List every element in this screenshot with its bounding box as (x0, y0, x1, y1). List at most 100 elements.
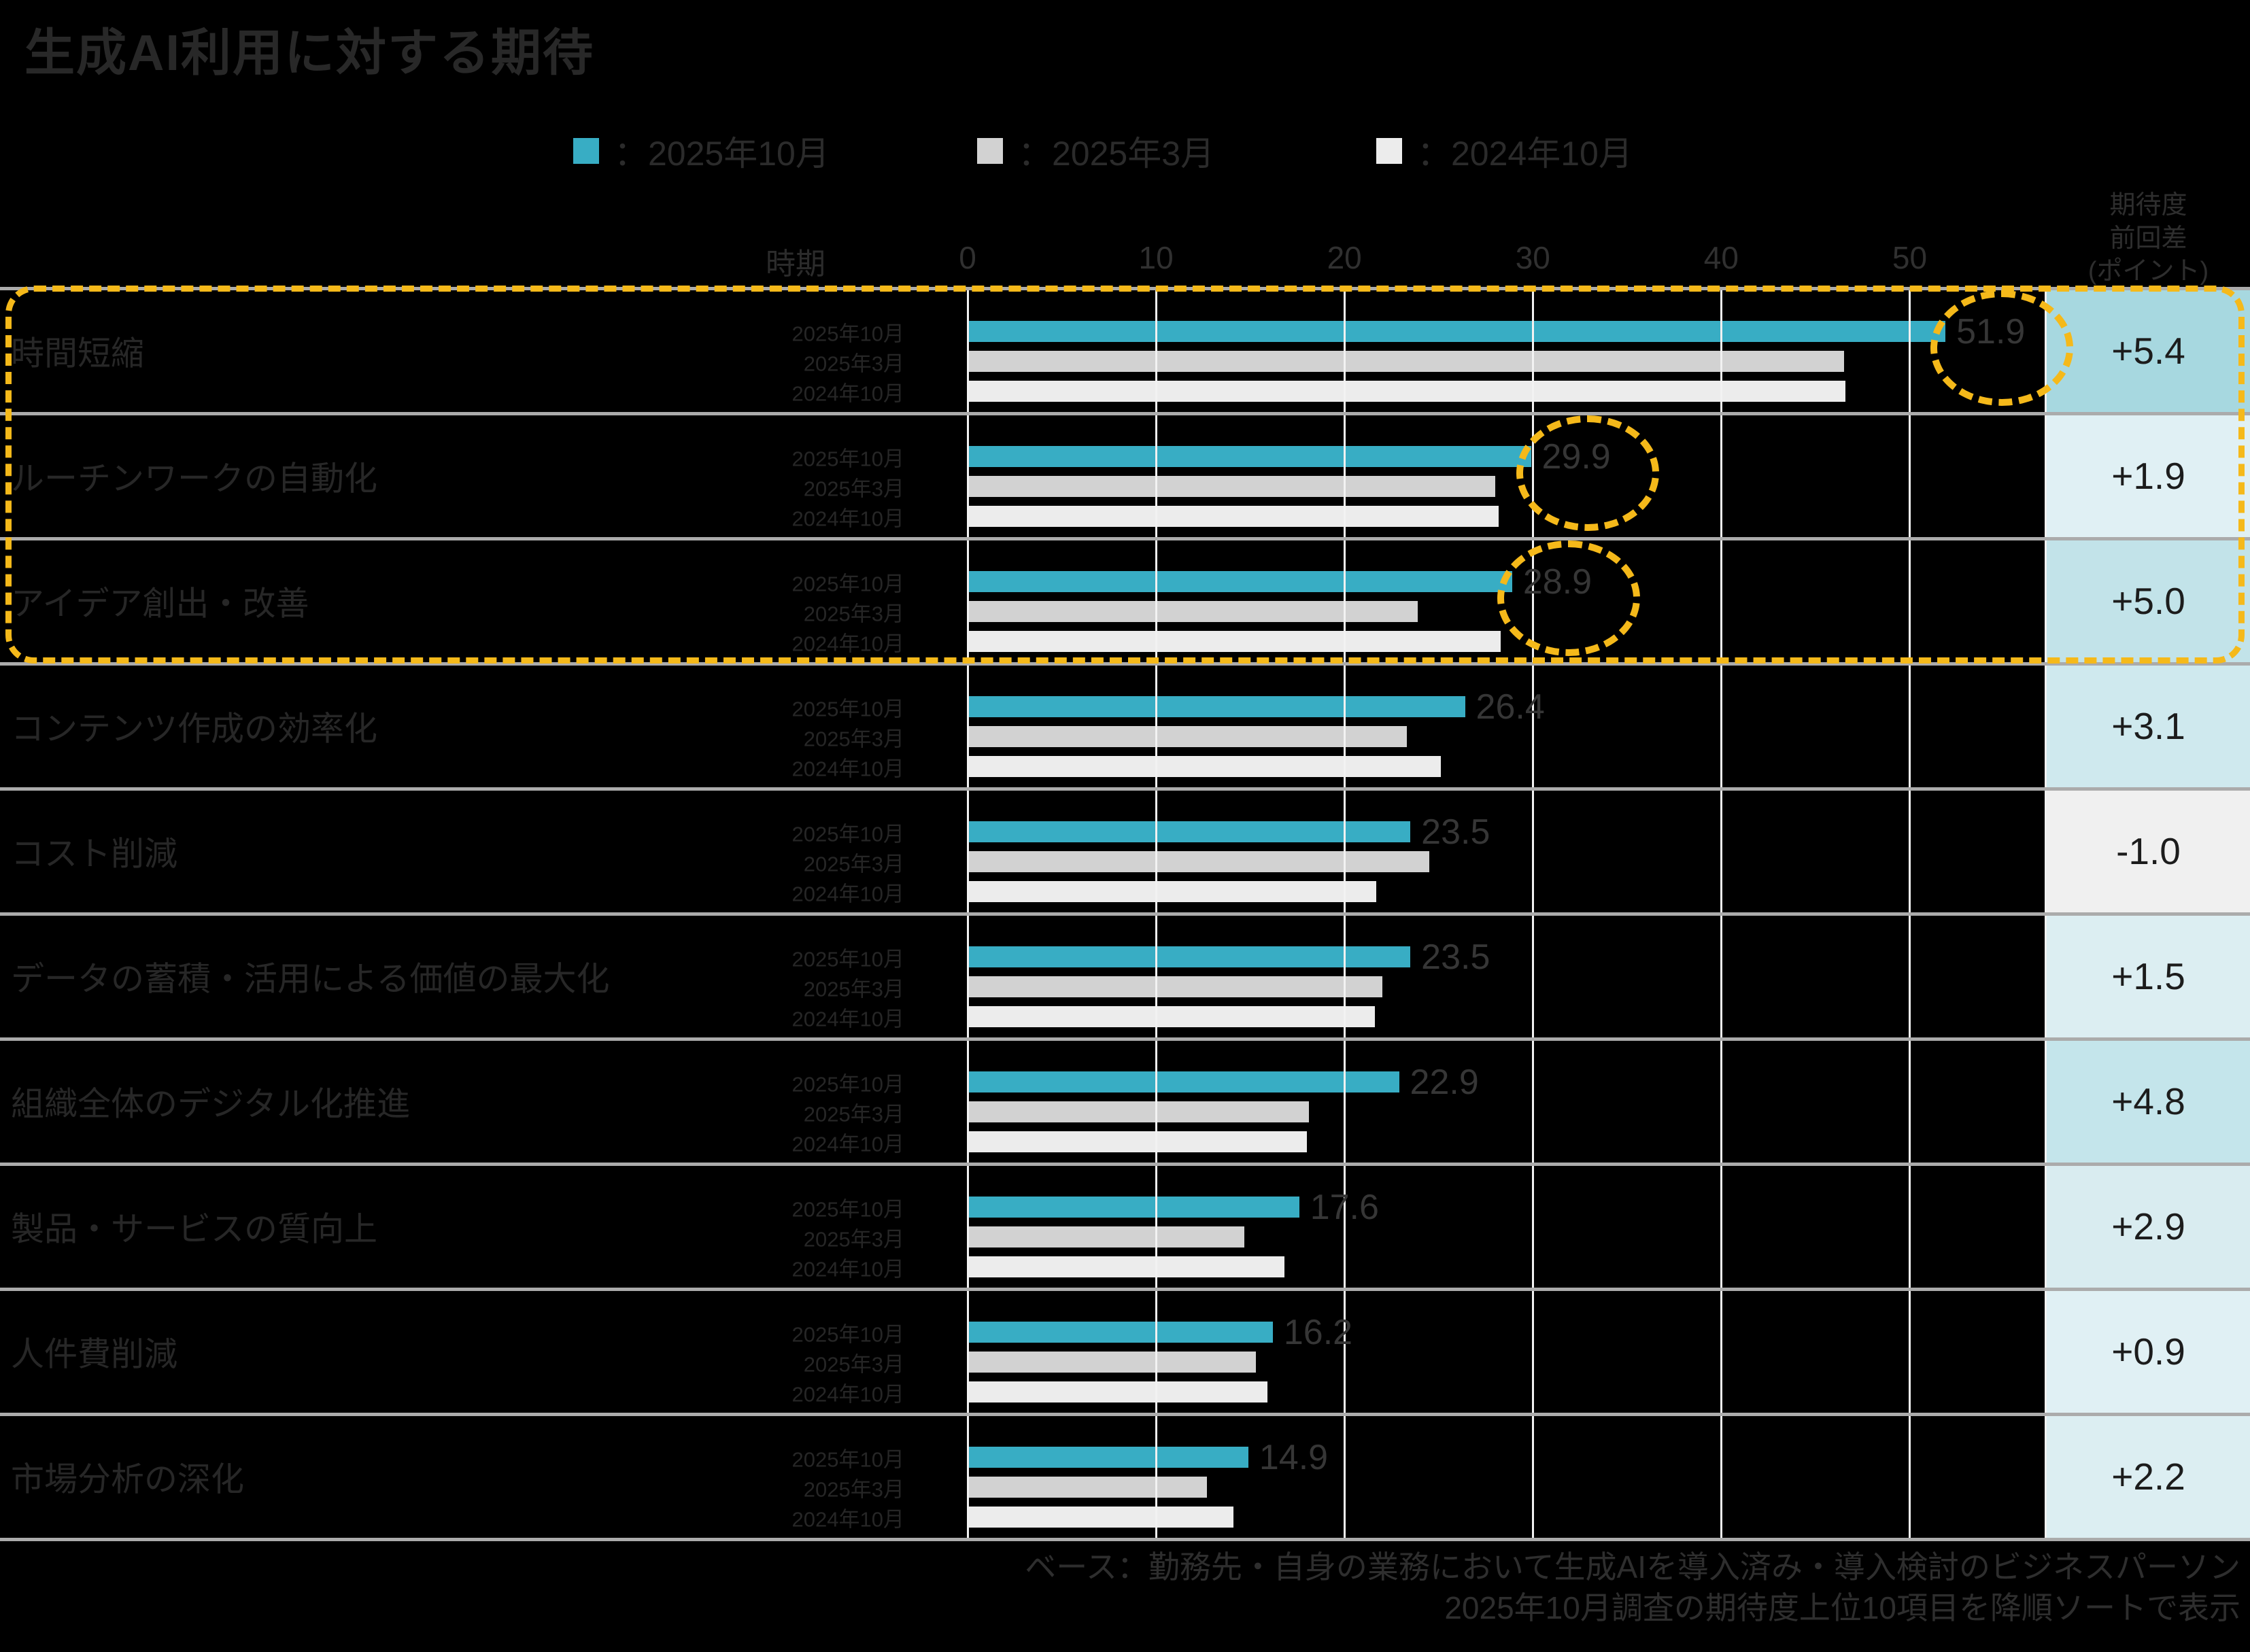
category-label: 時間短縮 (11, 335, 145, 373)
x-tick-30: 30 (1515, 240, 1550, 275)
footer-note-line2: 2025年10月調査の期待度上位10項目を降順ソートで表示 (1444, 1589, 2240, 1625)
diff-cell: +5.4 (2047, 288, 2250, 413)
category-label: 組織全体のデジタル化推進 (11, 1086, 411, 1123)
bar-2025年10月 (968, 946, 1411, 967)
value-label: 14.9 (1259, 1437, 1329, 1477)
row-separator (0, 787, 2250, 791)
period-label: 2024年10月 (791, 381, 904, 405)
value-label: 22.9 (1410, 1062, 1479, 1102)
bar-2025年3月 (968, 726, 1407, 747)
period-label: 2025年10月 (791, 822, 904, 846)
bar-2024年10月 (968, 381, 1846, 402)
x-tick-20: 20 (1327, 240, 1362, 275)
bar-2024年10月 (968, 756, 1441, 777)
row-separator (0, 1037, 2250, 1041)
bar-2025年10月 (968, 1197, 1299, 1218)
value-label: 16.2 (1283, 1312, 1353, 1352)
row-separator (0, 1413, 2250, 1416)
period-label: 2024年10月 (791, 757, 904, 780)
chart-title: 生成AI利用に対する期待 (24, 24, 594, 81)
category-label: データの蓄積・活用による価値の最大化 (11, 961, 610, 998)
period-label: 2025年10月 (791, 1322, 904, 1346)
period-label: 2024年10月 (791, 1132, 904, 1156)
diff-value: +4.8 (2111, 1080, 2185, 1122)
period-label: 2025年3月 (803, 852, 904, 876)
period-label: 2025年10月 (791, 947, 904, 971)
diff-cell: +2.2 (2047, 1414, 2250, 1539)
legend-swatch-2024-10 (1376, 138, 1402, 164)
diff-header-line2: 前回差 (2109, 224, 2187, 253)
x-tick-50: 50 (1892, 240, 1928, 275)
footer-note-line1: ベース：勤務先・自身の業務において生成AIを導入済み・導入検討のビジネスパーソン (1025, 1549, 2240, 1585)
bar-2024年10月 (968, 1006, 1375, 1027)
row-separator (0, 912, 2250, 916)
bar-2025年3月 (968, 1101, 1309, 1122)
diff-cell: +4.8 (2047, 1039, 2250, 1164)
diff-value: +2.2 (2111, 1456, 2185, 1498)
legend-label-2025-10: ：2025年10月 (614, 135, 830, 173)
period-column-header: 時期 (766, 247, 825, 281)
period-label: 2024年10月 (791, 882, 904, 906)
value-label: 23.5 (1421, 937, 1490, 977)
x-tick-10: 10 (1138, 240, 1174, 275)
diff-cell: +3.1 (2047, 664, 2250, 789)
period-label: 2025年10月 (791, 1072, 904, 1096)
period-label: 2025年3月 (803, 602, 904, 625)
period-label: 2024年10月 (791, 632, 904, 655)
bar-2025年10月 (968, 1071, 1399, 1092)
bar-2025年3月 (968, 851, 1429, 872)
bar-2024年10月 (968, 881, 1377, 902)
category-label: アイデア創出・改善 (11, 585, 309, 623)
period-label: 2025年3月 (803, 727, 904, 751)
row-separator (0, 1288, 2250, 1291)
row-separator (0, 662, 2250, 666)
bar-2025年10月 (968, 821, 1411, 842)
diff-value: +0.9 (2111, 1330, 2185, 1373)
row-separator (0, 287, 2250, 290)
bar-2025年10月 (968, 446, 1531, 467)
value-label: 29.9 (1541, 436, 1611, 477)
period-label: 2025年10月 (791, 697, 904, 721)
value-label: 26.4 (1476, 687, 1545, 727)
row-separator (0, 412, 2250, 415)
bar-2025年3月 (968, 601, 1418, 622)
row-separator (0, 1538, 2250, 1541)
bar-2025年10月 (968, 1447, 1248, 1468)
bar-2024年10月 (968, 1131, 1307, 1152)
legend-item-2025-03: ：2025年3月 (977, 135, 1214, 173)
category-label: 人件費削減 (11, 1336, 178, 1373)
bar-2025年10月 (968, 696, 1465, 717)
bar-2024年10月 (968, 631, 1501, 652)
bar-2025年10月 (968, 1322, 1273, 1343)
period-label: 2025年3月 (803, 1102, 904, 1126)
category-label: コンテンツ作成の効率化 (11, 710, 378, 748)
bar-2024年10月 (968, 1256, 1284, 1277)
diff-cell: -1.0 (2047, 789, 2250, 914)
diff-header-line1: 期待度 (2109, 191, 2187, 220)
diff-value: +1.9 (2111, 455, 2185, 497)
bar-2025年3月 (968, 351, 1844, 372)
period-label: 2024年10月 (791, 506, 904, 530)
bar-2025年3月 (968, 1226, 1245, 1247)
bar-2024年10月 (968, 1381, 1267, 1403)
legend-item-2025-10: ：2025年10月 (573, 135, 830, 173)
bar-2025年10月 (968, 571, 1512, 592)
category-label: 市場分析の深化 (11, 1461, 245, 1498)
category-label: 製品・サービスの質向上 (11, 1211, 378, 1248)
category-label: コスト削減 (11, 836, 178, 873)
period-label: 2025年3月 (803, 1352, 904, 1376)
period-label: 2025年10月 (791, 1197, 904, 1221)
diff-cell: +1.5 (2047, 914, 2250, 1039)
period-label: 2025年10月 (791, 447, 904, 470)
diff-cell: +1.9 (2047, 413, 2250, 538)
bar-2024年10月 (968, 1507, 1233, 1528)
period-label: 2025年10月 (791, 572, 904, 596)
x-tick-0: 0 (959, 240, 976, 275)
legend-label-2025-03: ：2025年3月 (1018, 135, 1215, 173)
bar-2025年3月 (968, 1477, 1207, 1498)
bar-2025年3月 (968, 1352, 1256, 1373)
legend-swatch-2025-10 (573, 138, 599, 164)
x-tick-40: 40 (1703, 240, 1739, 275)
diff-cell: +2.9 (2047, 1164, 2250, 1289)
